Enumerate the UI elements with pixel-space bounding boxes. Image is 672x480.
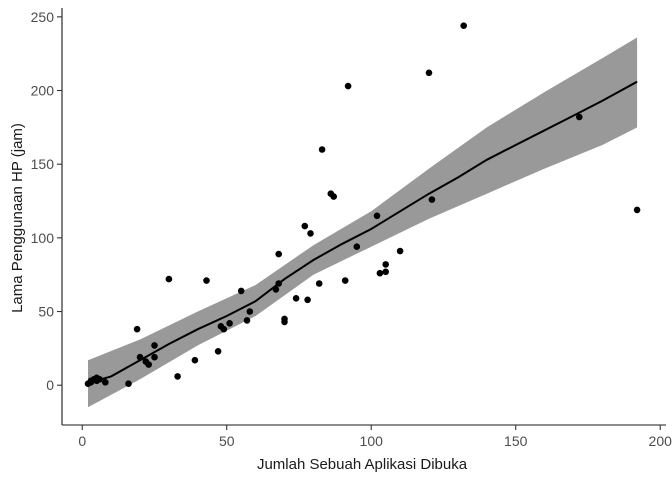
x-tick-label: 50 — [219, 433, 235, 449]
data-point — [425, 69, 433, 77]
x-tick-label: 150 — [504, 433, 528, 449]
data-point — [382, 261, 390, 268]
data-points-layer — [84, 22, 641, 388]
data-point — [133, 325, 141, 333]
data-point — [214, 348, 222, 355]
data-point — [237, 287, 245, 295]
data-point — [174, 373, 181, 380]
regression-line-layer — [87, 80, 638, 384]
confidence-band-layer — [88, 37, 638, 408]
data-point — [275, 280, 283, 287]
data-point — [330, 193, 338, 200]
data-point — [246, 308, 254, 315]
x-tick-label: 100 — [360, 433, 384, 449]
data-point — [102, 379, 109, 386]
data-point — [633, 206, 641, 214]
data-point — [576, 113, 583, 121]
data-point — [382, 268, 390, 276]
x-tick-label: 200 — [649, 433, 672, 449]
data-point — [243, 317, 251, 324]
data-point — [376, 269, 384, 277]
data-point — [136, 353, 144, 361]
data-point — [96, 376, 103, 383]
y-tick-label: 50 — [38, 304, 54, 320]
data-point — [191, 356, 199, 364]
data-point — [318, 146, 326, 153]
data-point — [281, 318, 288, 326]
data-point — [344, 82, 352, 90]
y-axis-title: Lama Penggunaan HP (jam) — [9, 123, 26, 313]
data-point — [353, 243, 361, 250]
x-axis-title: Jumlah Sebuah Aplikasi Dibuka — [257, 456, 468, 473]
data-point — [301, 222, 309, 230]
data-point — [315, 280, 323, 287]
data-point — [125, 380, 132, 388]
axes-layer: 0 50 100 150 200 0 50 100 150 200 250 — [31, 8, 672, 449]
data-point — [460, 22, 468, 30]
y-tick-label: 200 — [31, 83, 55, 99]
y-tick-label: 0 — [46, 377, 54, 393]
data-point — [275, 250, 283, 258]
x-tick-label: 0 — [78, 433, 86, 449]
data-point — [396, 247, 404, 255]
data-point — [165, 275, 173, 283]
data-point — [272, 286, 280, 293]
data-point — [307, 230, 314, 237]
data-point — [226, 320, 233, 327]
data-point — [151, 353, 158, 361]
data-point — [145, 361, 152, 368]
data-point — [220, 325, 228, 333]
regression-line — [87, 80, 638, 384]
data-point — [203, 277, 210, 284]
data-point — [341, 277, 349, 284]
data-point — [292, 295, 300, 302]
data-point — [428, 196, 436, 203]
data-point — [373, 212, 381, 220]
confidence-band — [88, 37, 638, 408]
data-point — [151, 342, 158, 349]
y-tick-label: 100 — [31, 230, 55, 246]
y-tick-label: 150 — [31, 156, 55, 172]
y-tick-label: 250 — [31, 9, 55, 25]
data-point — [304, 296, 311, 304]
